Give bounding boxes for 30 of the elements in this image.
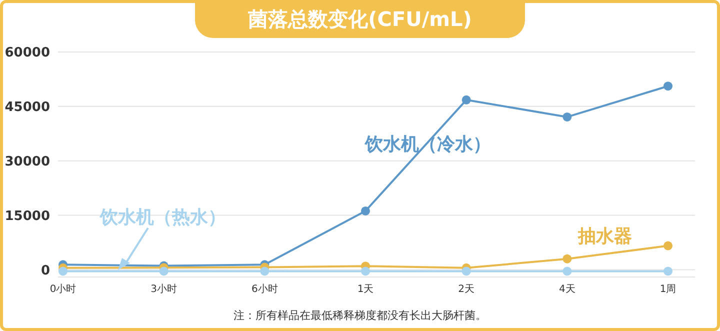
series-label: 饮水机（冷水） xyxy=(365,133,491,156)
point xyxy=(260,266,270,276)
point xyxy=(664,266,672,276)
point xyxy=(361,206,370,216)
chart-title: 菌落总数变化(CFU/mL) xyxy=(195,0,525,38)
x-tick-label: 1周 xyxy=(660,284,676,296)
point xyxy=(361,266,370,276)
point xyxy=(58,266,68,276)
y-tick-label: 60000 xyxy=(4,46,50,61)
x-tick-label: 1天 xyxy=(357,284,374,296)
point xyxy=(562,266,572,276)
y-tick-label: 30000 xyxy=(4,154,50,170)
y-tick-label: 45000 xyxy=(4,100,50,116)
point xyxy=(664,82,672,91)
text: 饮水机（热水） xyxy=(100,206,226,229)
x-tick-label: 3小时 xyxy=(150,283,178,296)
x-tick-label: 2天 xyxy=(458,284,475,296)
y-tick-label: 0 xyxy=(40,263,50,278)
point xyxy=(562,254,572,264)
point xyxy=(462,266,471,276)
series-label: 抽水器 xyxy=(578,225,632,248)
x-tick-label: 0小时 xyxy=(50,283,76,296)
x-tick-label: 4天 xyxy=(558,284,576,296)
x-tick-label: 6小时 xyxy=(251,283,278,296)
y-tick-label: 15000 xyxy=(4,208,50,224)
text: 注：所有样品在最低稀释梯度都没有长出大肠杆菌。 xyxy=(232,308,488,323)
point xyxy=(664,241,672,250)
point xyxy=(159,266,168,276)
point xyxy=(562,112,572,122)
point xyxy=(462,95,471,104)
